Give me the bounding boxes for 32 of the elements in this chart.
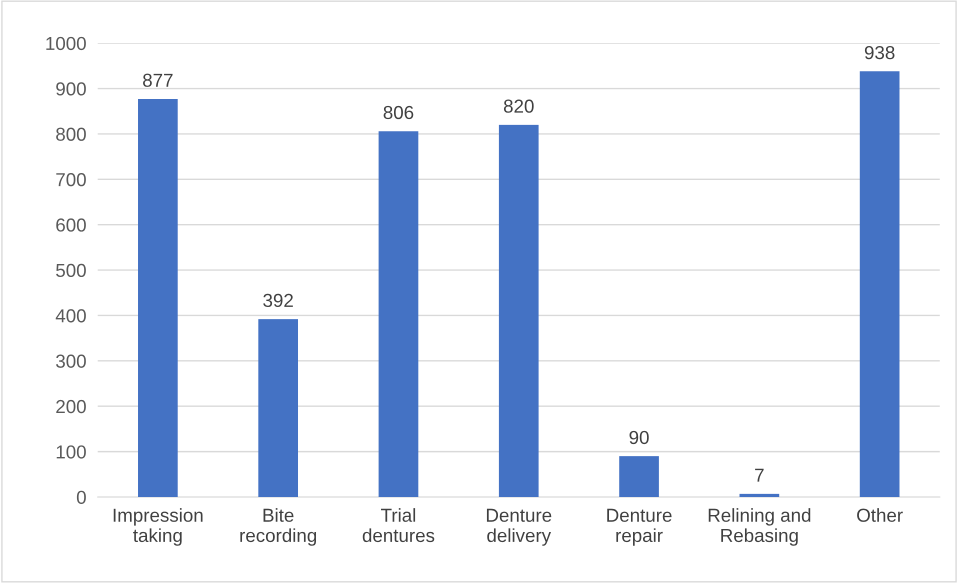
bar [619,456,659,498]
data-label: 820 [504,100,534,113]
x-tick-label: Relining and Rebasing [708,508,810,546]
bar [378,131,418,498]
x-tick-label: Denture delivery [486,508,552,546]
y-tick-label: 300 [56,354,86,368]
data-label: 7 [755,468,764,482]
x-tick-label: Trial dentures [362,508,434,542]
data-label: 938 [864,46,894,60]
y-tick-label: 0 [76,490,86,504]
y-tick-label: 700 [56,173,86,186]
y-tick-label: 800 [56,128,86,141]
y-tick-label: 400 [56,309,86,322]
x-tick-label: Denture repair [607,508,672,546]
x-tick-label: Bite recording [240,508,316,546]
data-label: 877 [143,74,173,87]
bar [740,494,780,498]
bar [498,124,539,498]
y-tick-label: 900 [56,82,86,96]
data-label: 392 [263,294,293,308]
y-tick-label: 600 [56,218,86,232]
x-tick-label: Other [857,508,903,522]
y-tick-label: 200 [56,400,86,414]
y-tick-label: 1000 [46,36,86,50]
bar [138,98,178,498]
y-tick-label: 500 [56,264,86,278]
data-label: 806 [384,106,414,120]
y-tick-label: 100 [56,445,86,459]
x-tick-label: Impression taking [114,508,202,546]
bar [860,71,900,498]
data-label: 90 [630,430,649,444]
bar [258,319,298,498]
